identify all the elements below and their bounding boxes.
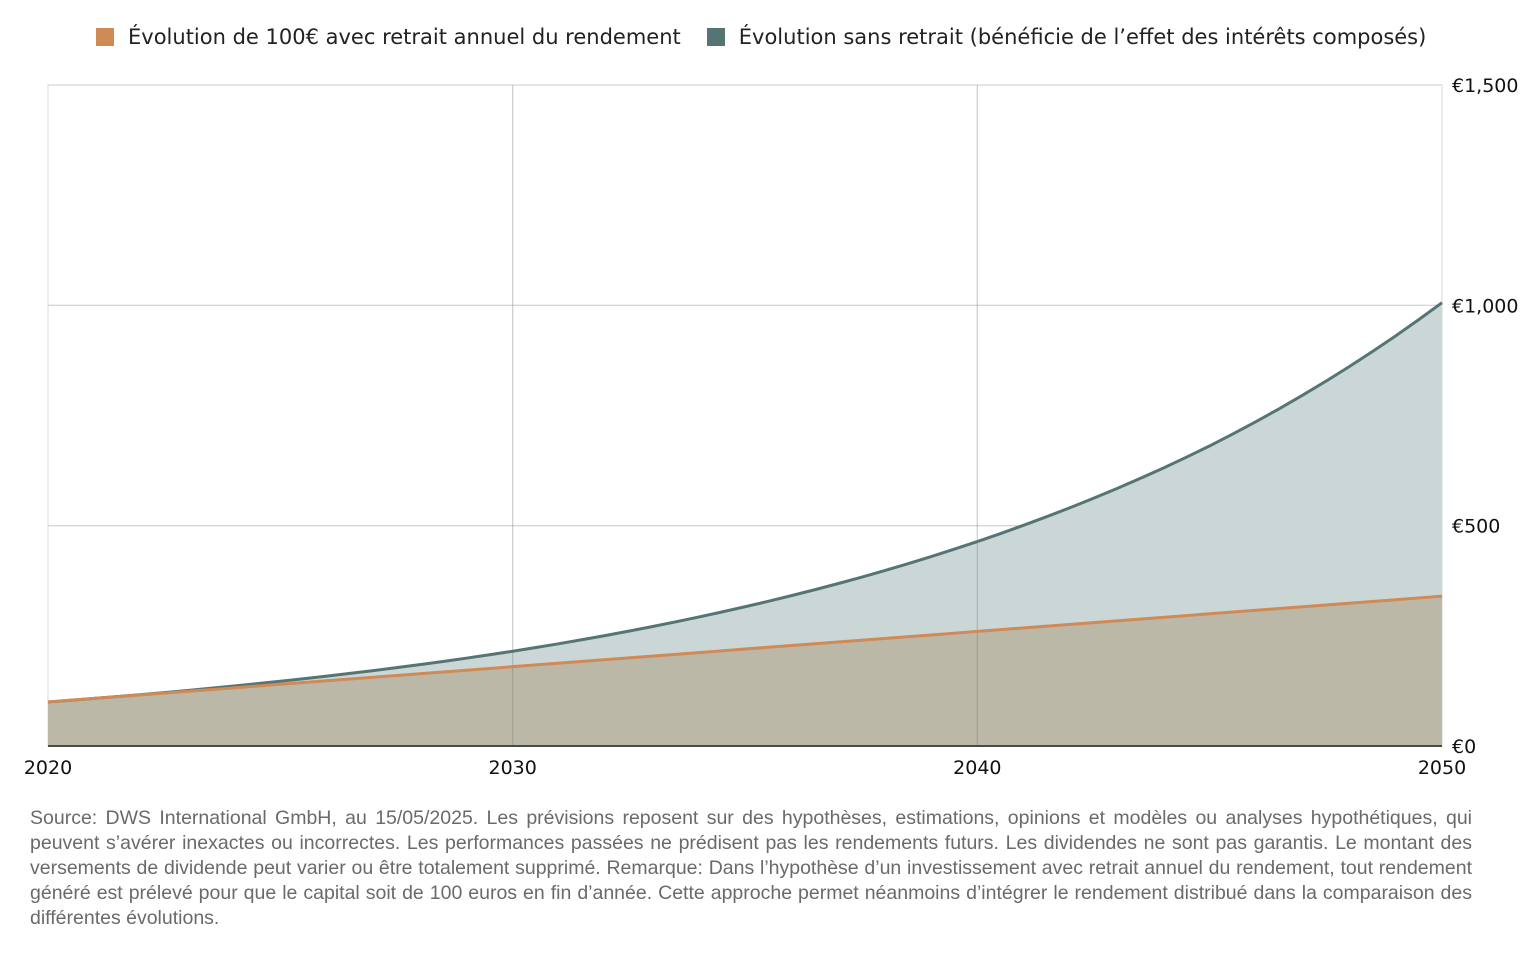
series-line-compound [47, 301, 1443, 704]
legend-label-compound: Évolution sans retrait (bénéficie de l’e… [738, 25, 1427, 49]
x-tick-label: 2020 [24, 757, 72, 779]
y-tick-label: €500 [1452, 516, 1500, 538]
y-tick-label: €1,000 [1452, 295, 1518, 317]
legend-swatch-compound [706, 28, 725, 46]
x-tick-label: 2050 [1418, 757, 1466, 779]
series-area-withdrawal [48, 596, 1442, 746]
y-tick-label: €1,500 [1452, 75, 1518, 97]
legend-label-withdrawal: Évolution de 100€ avec retrait annuel du… [128, 25, 681, 49]
legend-item-withdrawal[interactable]: Évolution de 100€ avec retrait annuel du… [96, 25, 681, 49]
source-footnote: Source: DWS International GmbH, au 15/05… [30, 807, 1472, 929]
x-tick-label: 2040 [953, 757, 1001, 779]
area-chart: €0 €500 €1,000 €1,500 2020 2030 2040 2050 [24, 75, 1519, 779]
legend-item-compound[interactable]: Évolution sans retrait (bénéficie de l’e… [706, 25, 1427, 49]
legend-swatch-withdrawal [96, 28, 114, 46]
series-line-withdrawal [47, 594, 1443, 704]
chart-legend: Évolution de 100€ avec retrait annuel du… [96, 22, 1452, 52]
x-tick-label: 2030 [488, 757, 536, 779]
y-tick-label: €0 [1452, 736, 1476, 758]
